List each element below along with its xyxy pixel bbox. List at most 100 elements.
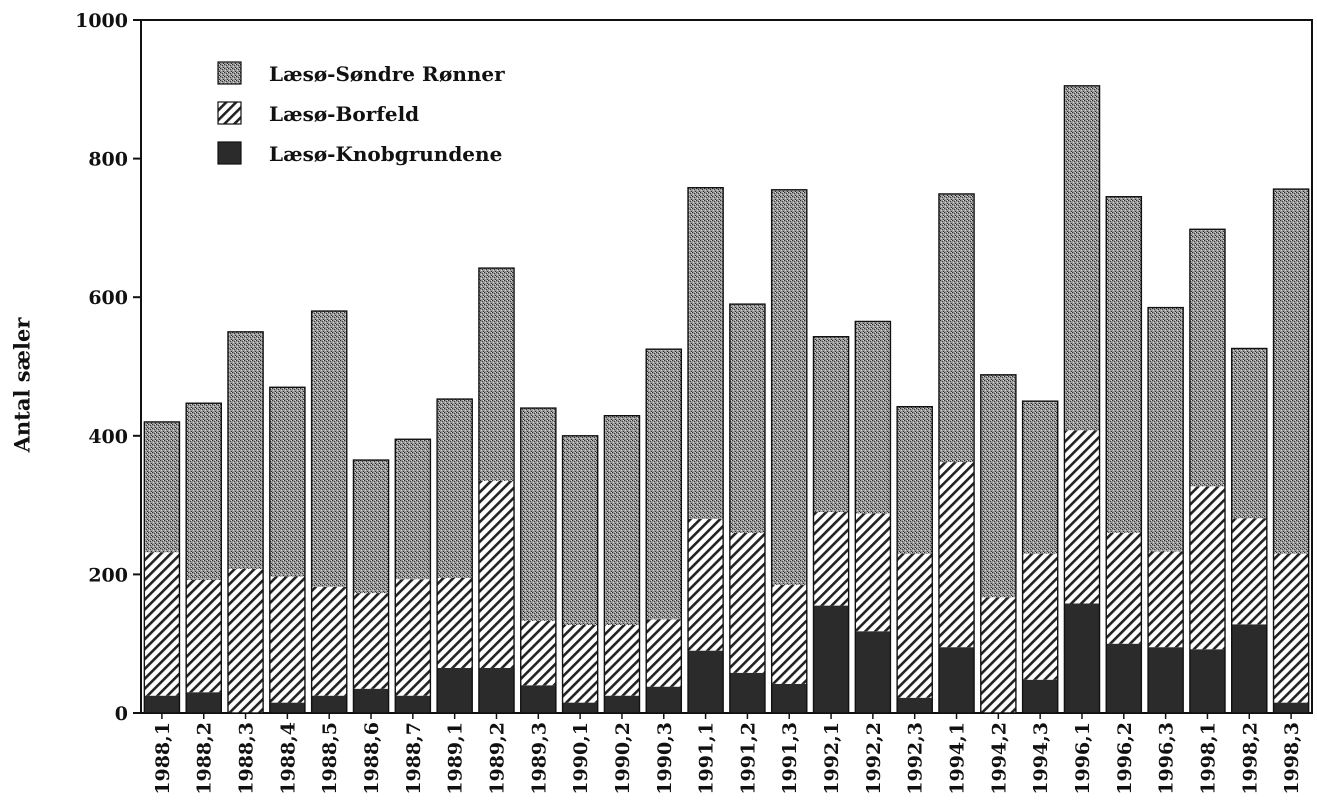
x-tick-label: 1992,2 <box>863 722 885 795</box>
x-tick-label: 1998,3 <box>1281 722 1303 795</box>
bar-segment <box>437 577 473 668</box>
bar-segment <box>1189 649 1226 713</box>
bar-segment <box>353 460 389 594</box>
bar-segment <box>269 702 305 713</box>
bar-segment <box>771 584 807 684</box>
bar-segment <box>813 512 849 606</box>
bar-segment <box>1148 307 1184 552</box>
bar-segment <box>688 518 724 651</box>
bar-segment <box>1231 624 1267 713</box>
bar-segment <box>227 331 264 569</box>
x-tick-label: 1994,2 <box>988 722 1010 795</box>
legend: Læsø-Søndre Rønner Læsø-Borfeld Læsø-Knobg… <box>217 61 505 166</box>
bar-segment <box>562 435 598 625</box>
x-tick-label: 1988,5 <box>319 722 341 795</box>
bar-segment <box>938 193 975 463</box>
bar-segment <box>227 568 264 713</box>
x-tick-label: 1998,2 <box>1239 722 1261 795</box>
x-tick-label: 1994,3 <box>1030 722 1052 795</box>
bar-segment <box>478 268 515 481</box>
bar-segment <box>144 421 180 553</box>
bar-segment <box>1273 553 1309 703</box>
bar-segment <box>1106 196 1142 533</box>
bars: 1988,1 1988,2 1988,3 1988,4 1988,5 1988,6 1988… <box>143 85 1310 795</box>
bar-segment <box>1022 553 1058 680</box>
x-tick-label: 1991,3 <box>779 722 801 795</box>
legend-label: Læsø-Borfeld <box>269 102 419 126</box>
plot-frame <box>140 19 1313 714</box>
y-axis-label-box: Antal sæler <box>4 290 40 480</box>
bar-segment <box>646 349 682 620</box>
x-tick-label: 1998,1 <box>1197 722 1219 795</box>
bar-segment <box>938 462 975 648</box>
bar-segment <box>813 605 849 713</box>
bar-segment <box>144 695 180 713</box>
bar-segment <box>562 702 598 713</box>
x-tick-label: 1988,1 <box>152 722 174 795</box>
bar-segment <box>311 695 347 713</box>
bar-segment <box>1273 702 1309 713</box>
bar-segment <box>562 624 598 703</box>
x-tick-label: 1991,2 <box>737 722 759 795</box>
bar-segment <box>855 631 891 713</box>
bar-segment <box>395 439 431 580</box>
y-tick-label: 400 <box>88 426 128 448</box>
x-tick-label: 1988,2 <box>194 722 216 795</box>
bar-segment <box>186 579 222 693</box>
bar-segment <box>186 692 222 713</box>
bar-segment <box>144 552 180 696</box>
bar-segment <box>1064 430 1100 604</box>
bar-segment <box>520 620 556 686</box>
bar-segment <box>1231 518 1267 625</box>
bar-segment <box>269 576 305 703</box>
bar-segment <box>688 187 724 519</box>
bar-segment <box>520 685 556 713</box>
x-tick-label: 1992,3 <box>905 722 927 795</box>
x-tick-label: 1990,3 <box>654 722 676 795</box>
bar-segment <box>353 593 389 689</box>
bar-segment <box>437 399 473 578</box>
y-tick-label: 800 <box>88 149 128 171</box>
bar-segment <box>311 586 347 696</box>
x-tick-label: 1990,1 <box>570 722 592 795</box>
bar-segment <box>311 311 347 587</box>
bar-segment <box>1022 401 1058 554</box>
bar-segment <box>646 619 682 687</box>
bar-segment <box>1064 603 1100 713</box>
x-tick-label: 1988,3 <box>236 722 258 795</box>
legend-label: Læsø-Knobgrundene <box>269 142 502 166</box>
y-tick-label: 600 <box>88 287 128 309</box>
bar-segment <box>813 336 849 513</box>
bar-segment <box>729 304 765 533</box>
bar-segment <box>938 647 975 713</box>
bar-segment <box>1148 647 1184 713</box>
bar-segment <box>1022 679 1058 713</box>
legend-swatch <box>217 61 242 85</box>
bar-segment <box>520 408 556 621</box>
bar-segment <box>646 686 682 713</box>
bar-segment <box>729 532 765 673</box>
bar-segment <box>1148 551 1184 648</box>
bar-segment <box>604 695 640 713</box>
bar-segment <box>855 321 891 514</box>
x-tick-label: 1996,3 <box>1156 722 1178 795</box>
y-axis-label: Antal sæler <box>9 317 35 453</box>
x-tick-label: 1988,4 <box>277 722 299 795</box>
bar-segment <box>1273 189 1309 554</box>
y-tick-label: 200 <box>88 564 128 586</box>
y-tick-label: 1000 <box>75 10 128 32</box>
bar-segment <box>1189 229 1226 487</box>
bar-segment <box>478 480 515 668</box>
x-tick-label: 1988,6 <box>361 722 383 795</box>
x-tick-label: 1989,3 <box>528 722 550 795</box>
bar-segment <box>897 406 933 554</box>
x-tick-label: 1992,1 <box>821 722 843 795</box>
bar-segment <box>855 513 891 632</box>
bar-segment <box>980 597 1016 713</box>
axes: 0 200 400 600 800 1000 <box>75 10 1313 725</box>
legend-label: Læsø-Søndre Rønner <box>269 62 505 86</box>
bar-segment <box>604 624 640 696</box>
legend-swatch <box>217 141 242 165</box>
bar-segment <box>353 688 389 713</box>
legend-swatch <box>217 101 242 125</box>
